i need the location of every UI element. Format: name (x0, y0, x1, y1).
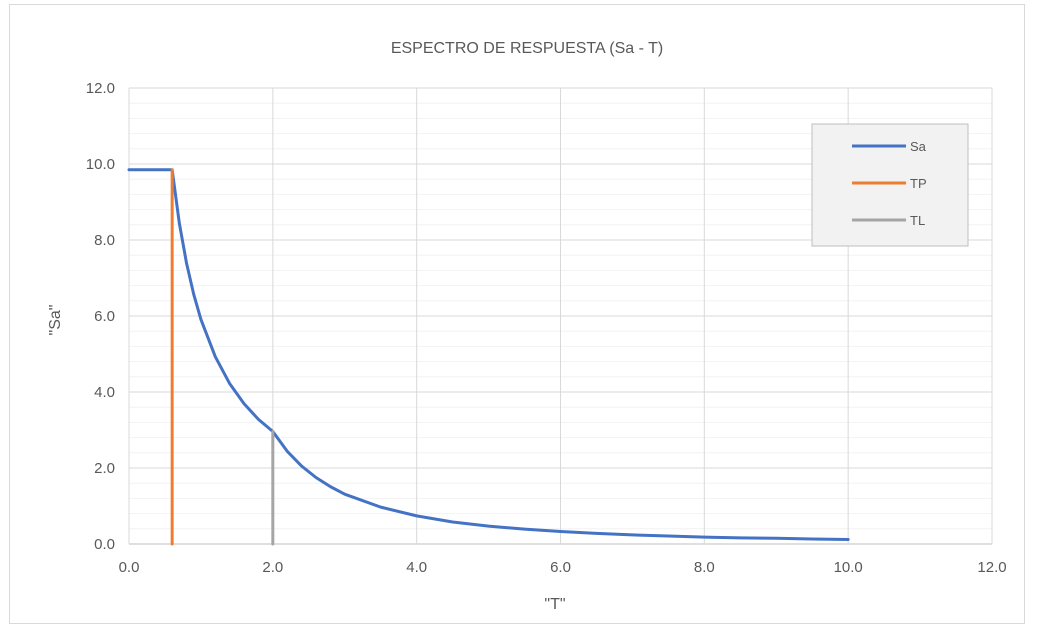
y-tick-label: 10.0 (86, 156, 115, 173)
y-tick-label: 2.0 (94, 460, 115, 477)
chart-frame: 0.0 2.0 4.0 6.0 8.0 10.0 12.0 0.0 2.0 4.0 6.0 8.0 1… (9, 4, 1025, 624)
y-tick-label: 6.0 (94, 308, 115, 325)
y-tick-label: 4.0 (94, 384, 115, 401)
x-tick-label: 12.0 (977, 559, 1006, 576)
x-tick-labels: 0.0 2.0 4.0 6.0 8.0 10.0 12.0 (119, 559, 1007, 576)
y-tick-label: 8.0 (94, 232, 115, 249)
legend-box (811, 123, 969, 247)
y-tick-labels: 0.0 2.0 4.0 6.0 8.0 10.0 12.0 (86, 80, 115, 553)
y-tick-label: 12.0 (86, 80, 115, 97)
legend-label-tp: TP (910, 176, 927, 191)
x-tick-label: 4.0 (406, 559, 427, 576)
x-tick-label: 8.0 (694, 559, 715, 576)
x-tick-label: 0.0 (119, 559, 140, 576)
chart-svg: 0.0 2.0 4.0 6.0 8.0 10.0 12.0 0.0 2.0 4.0 6.0 8.0 1… (47, 40, 1007, 613)
x-axis-label: "T" (544, 596, 565, 613)
series-line-sa (127, 168, 850, 541)
x-tick-label: 6.0 (550, 559, 571, 576)
legend-label-tl: TL (910, 213, 925, 228)
x-tick-label: 10.0 (834, 559, 863, 576)
legend: Sa TP TL (811, 123, 969, 247)
x-tick-label: 2.0 (262, 559, 283, 576)
series-layer (127, 168, 850, 546)
chart-title: ESPECTRO DE RESPUESTA (Sa - T) (391, 40, 663, 57)
y-tick-label: 0.0 (94, 536, 115, 553)
y-axis-label: "Sa" (47, 305, 64, 336)
legend-label-sa: Sa (910, 139, 927, 154)
